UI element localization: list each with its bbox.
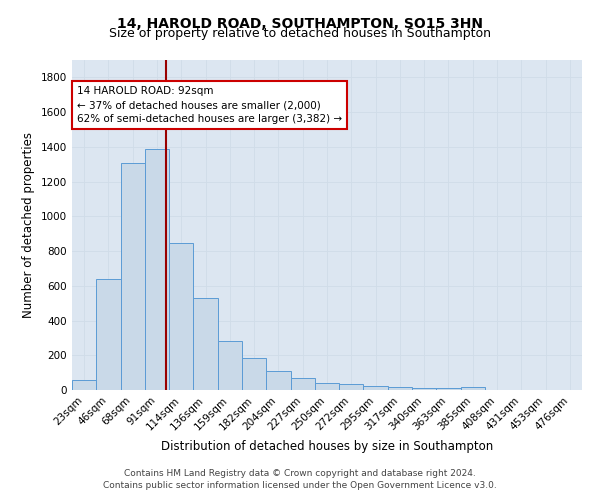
Bar — [290, 378, 315, 390]
Bar — [169, 243, 193, 390]
Text: Contains public sector information licensed under the Open Government Licence v3: Contains public sector information licen… — [103, 481, 497, 490]
Text: Contains HM Land Registry data © Crown copyright and database right 2024.: Contains HM Land Registry data © Crown c… — [124, 468, 476, 477]
Text: 14, HAROLD ROAD, SOUTHAMPTON, SO15 3HN: 14, HAROLD ROAD, SOUTHAMPTON, SO15 3HN — [117, 18, 483, 32]
Bar — [218, 340, 242, 390]
Bar — [266, 371, 290, 390]
Bar — [121, 164, 145, 390]
Bar — [436, 388, 461, 390]
Bar — [193, 298, 218, 390]
Bar — [242, 358, 266, 390]
Text: Size of property relative to detached houses in Southampton: Size of property relative to detached ho… — [109, 28, 491, 40]
X-axis label: Distribution of detached houses by size in Southampton: Distribution of detached houses by size … — [161, 440, 493, 453]
Text: 14 HAROLD ROAD: 92sqm
← 37% of detached houses are smaller (2,000)
62% of semi-d: 14 HAROLD ROAD: 92sqm ← 37% of detached … — [77, 86, 342, 124]
Bar — [364, 386, 388, 390]
Bar — [388, 388, 412, 390]
Bar — [461, 386, 485, 390]
Bar — [339, 384, 364, 390]
Bar — [315, 383, 339, 390]
Bar — [96, 279, 121, 390]
Bar — [412, 388, 436, 390]
Y-axis label: Number of detached properties: Number of detached properties — [22, 132, 35, 318]
Bar — [72, 380, 96, 390]
Bar — [145, 150, 169, 390]
